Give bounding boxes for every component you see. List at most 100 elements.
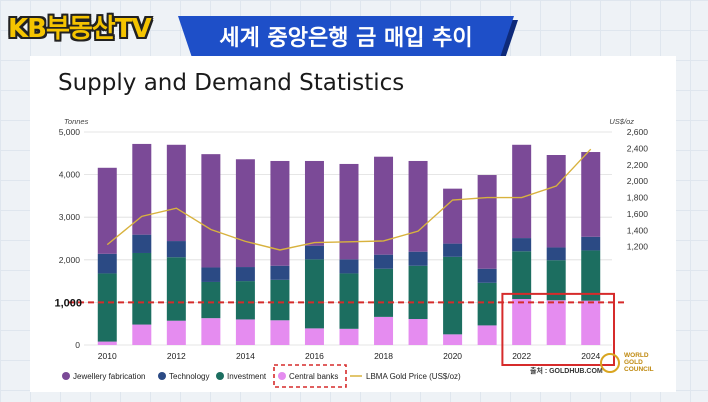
bar-technology xyxy=(443,243,463,257)
x-tick-label: 2014 xyxy=(236,351,255,361)
x-tick-label: 2024 xyxy=(581,351,600,361)
wgc-line-1: WORLD xyxy=(624,352,649,359)
bar-central_banks xyxy=(581,300,601,345)
y2-tick-label: 1,400 xyxy=(627,225,649,235)
y-tick-label: 3,000 xyxy=(59,212,81,222)
bar-jewellery xyxy=(477,175,497,269)
bar-technology xyxy=(477,268,497,283)
bar-central_banks xyxy=(477,325,497,345)
bar-investment xyxy=(132,252,152,325)
bar-jewellery xyxy=(374,156,394,255)
bar-technology xyxy=(339,259,359,274)
bar-investment xyxy=(304,259,324,329)
x-tick-label: 2018 xyxy=(374,351,393,361)
legend-label: Jewellery fabrication xyxy=(73,372,145,381)
bar-technology xyxy=(408,251,428,266)
legend-marker xyxy=(216,372,224,380)
wgc-wordmark: WORLD GOLD COUNCIL xyxy=(624,352,658,373)
x-tick-label: 2012 xyxy=(167,351,186,361)
legend-label: Central banks xyxy=(289,372,338,381)
x-tick-label: 2016 xyxy=(305,351,324,361)
bar-jewellery xyxy=(304,160,324,246)
highlight-box xyxy=(501,292,615,367)
bar-technology xyxy=(512,238,532,252)
bar-investment xyxy=(270,279,290,321)
bar-jewellery xyxy=(512,144,532,239)
x-tick-label: 2020 xyxy=(443,351,462,361)
bar-central_banks xyxy=(374,316,394,345)
bar-investment xyxy=(408,265,428,320)
bar-central_banks xyxy=(339,328,359,345)
title-banner: 세계 중앙은행 금 매입 추이 xyxy=(178,16,514,56)
annotation-label: 1,000 xyxy=(54,297,82,309)
price-line xyxy=(106,148,592,251)
y2-tick-label: 2,200 xyxy=(627,160,649,170)
y-tick-label: 4,000 xyxy=(59,170,81,180)
legend-marker xyxy=(158,372,166,380)
bar-investment xyxy=(477,282,497,326)
bar-central_banks xyxy=(546,300,566,345)
y-tick-label: 0 xyxy=(75,340,80,350)
legend-marker xyxy=(62,372,70,380)
bar-central_banks xyxy=(304,328,324,345)
bar-investment xyxy=(512,251,532,299)
bar-jewellery xyxy=(132,143,152,235)
y-tick-label: 2,000 xyxy=(59,255,81,265)
bar-technology xyxy=(97,253,117,274)
bar-jewellery xyxy=(408,160,428,252)
bar-jewellery xyxy=(270,160,290,266)
bar-central_banks xyxy=(201,318,221,345)
bar-central_banks xyxy=(166,320,186,345)
y2-tick-label: 2,000 xyxy=(627,176,649,186)
y2-tick-label: 2,400 xyxy=(627,143,649,153)
bar-technology xyxy=(546,247,566,261)
bar-investment xyxy=(374,268,394,317)
bar-central_banks xyxy=(443,334,463,345)
left-axis-label: Tonnes xyxy=(64,117,89,126)
wgc-line-2: GOLD xyxy=(624,359,643,366)
legend-highlight-box xyxy=(273,364,347,388)
bar-technology xyxy=(270,265,290,280)
bar-jewellery xyxy=(443,188,463,244)
bar-investment xyxy=(97,273,117,342)
bar-investment xyxy=(443,256,463,335)
bar-technology xyxy=(304,245,324,260)
bar-jewellery xyxy=(166,144,186,242)
legend-label: Technology xyxy=(169,372,209,381)
legend-marker xyxy=(278,372,286,380)
right-axis-label: US$/oz xyxy=(609,117,634,126)
bar-jewellery xyxy=(546,155,566,248)
bar-investment xyxy=(581,250,601,301)
wgc-emblem-icon xyxy=(600,352,620,373)
bar-technology xyxy=(201,267,221,282)
bar-investment xyxy=(166,257,186,321)
bar-central_banks xyxy=(97,341,117,345)
bar-jewellery xyxy=(201,154,221,268)
bar-jewellery xyxy=(235,159,255,268)
bar-technology xyxy=(132,234,152,253)
bar-jewellery xyxy=(581,152,601,237)
bar-central_banks xyxy=(408,319,428,345)
chart-card: Supply and Demand Statistics Tonnes US$/o… xyxy=(30,56,676,392)
chart-svg: Tonnes US$/oz 5,000 4,000 3,000 2,000 0 2,600 2,… xyxy=(54,117,649,388)
x-tick-label: 2010 xyxy=(98,351,117,361)
legend-label: LBMA Gold Price (US$/oz) xyxy=(366,372,461,381)
wgc-logo: WORLD GOLD COUNCIL xyxy=(600,352,658,373)
bar-technology xyxy=(374,254,394,269)
bar-technology xyxy=(581,236,601,251)
page-title: Supply and Demand Statistics xyxy=(58,70,405,96)
bar-technology xyxy=(235,267,255,282)
bar-investment xyxy=(235,281,255,320)
wgc-line-3: COUNCIL xyxy=(624,366,654,373)
y2-tick-label: 1,600 xyxy=(627,209,649,219)
y-tick-label: 5,000 xyxy=(59,127,81,137)
legend-label: Investment xyxy=(227,372,267,381)
x-tick-label: 2022 xyxy=(512,351,531,361)
bar-jewellery xyxy=(339,163,359,260)
bar-investment xyxy=(201,281,221,319)
y2-tick-label: 2,600 xyxy=(627,127,649,137)
bar-jewellery xyxy=(97,167,117,254)
bar-investment xyxy=(546,260,566,301)
bar-central_banks xyxy=(132,324,152,345)
y2-tick-label: 1,200 xyxy=(627,242,649,252)
